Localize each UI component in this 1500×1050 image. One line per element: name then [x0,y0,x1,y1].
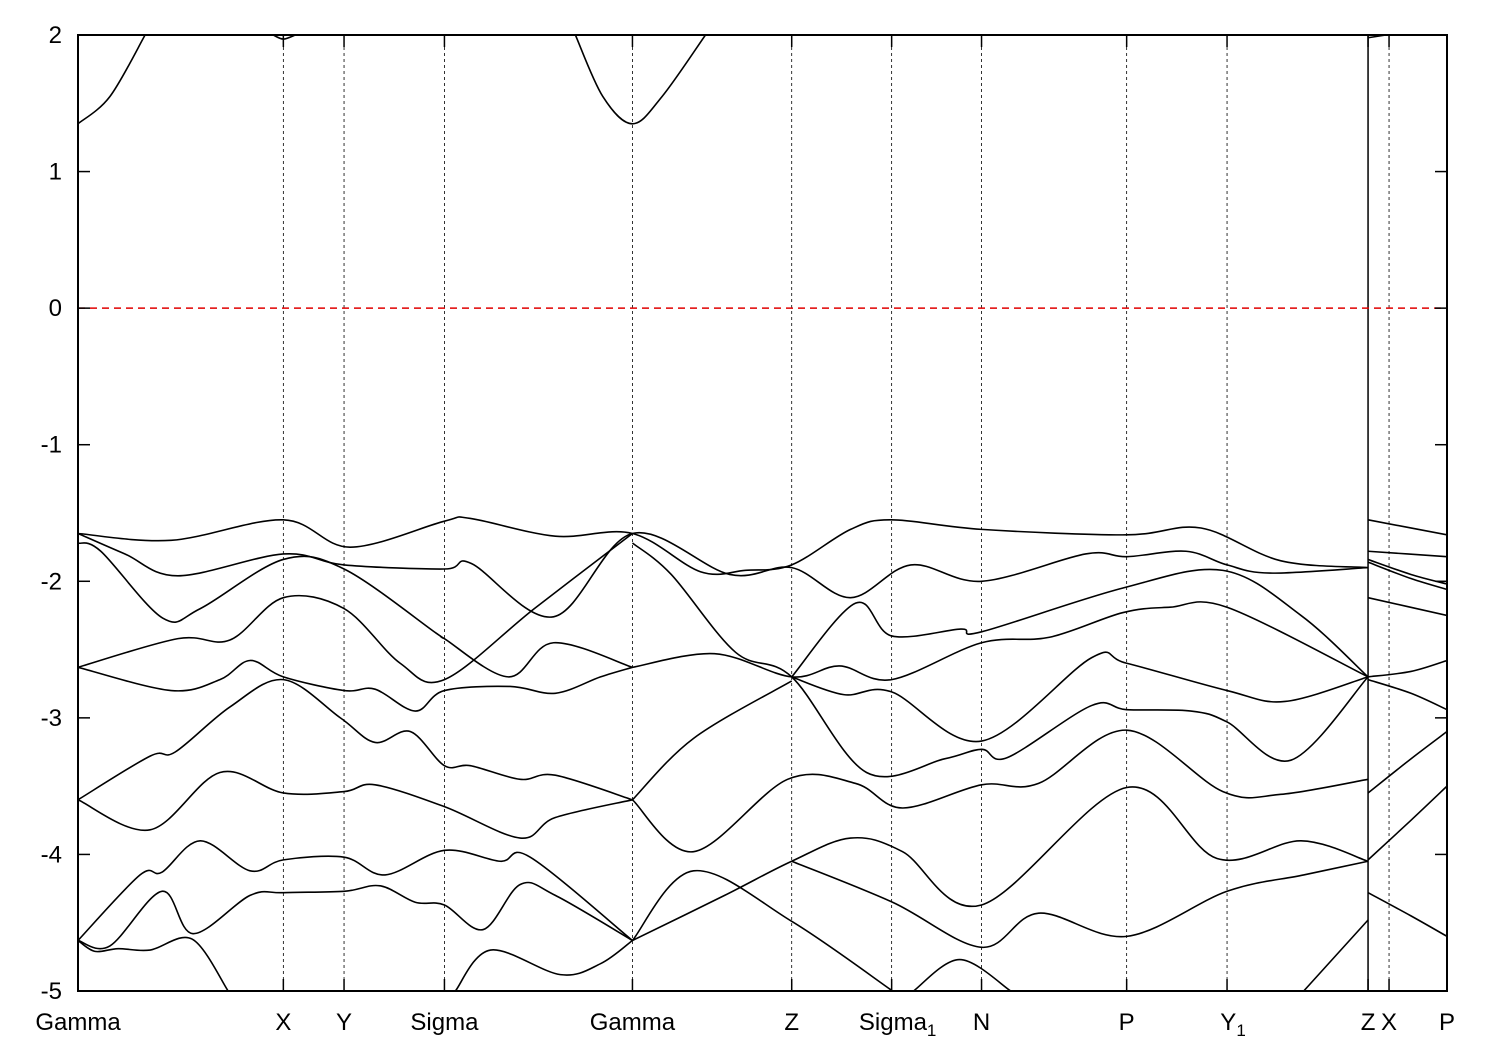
band-line [632,786,1369,942]
band-line [1367,891,1447,938]
kpoint-label: Y [1220,1009,1236,1036]
band-line [791,860,1369,949]
band-line [632,601,1369,681]
kpoint-label: X [275,1009,291,1036]
band-line [1367,678,1447,711]
x-axis: Gamma X Y Sigma Gamma Z Sigma1 N P Y1 Z X P [35,35,1455,1040]
band-line [574,35,707,125]
kpoint-subscript: 1 [1236,1021,1245,1040]
x-tick-label: Y1 [1220,1009,1245,1040]
band-line [631,680,793,801]
band-line [1367,550,1447,558]
band-line [78,516,1369,576]
band-line [791,651,1369,743]
kpoint-gridlines [282,35,1390,991]
band-line [1367,561,1447,591]
band-line [78,532,633,684]
x-tick-label: Gamma [35,1009,121,1036]
kpoint-label: Z [784,1009,799,1036]
y-tick-label: -2 [41,568,62,595]
kpoint-label: Gamma [35,1009,121,1036]
kpoint-label: Gamma [590,1009,676,1036]
band-line [1367,785,1447,861]
x-tick-label: P [1439,1009,1455,1036]
band-line [1367,596,1447,617]
band-line [631,542,1369,778]
kpoint-subscript: 1 [927,1021,936,1040]
y-axis: 2 1 0 -1 -2 -3 -4 -5 [41,22,1447,1005]
x-tick-label: X [275,1009,291,1036]
band-line [78,542,633,678]
kpoint-label: Sigma [859,1009,928,1036]
y-tick-label: 1 [49,159,62,186]
band-line [791,568,1369,678]
x-tick-label: X [1381,1009,1397,1036]
x-tick-label: Z [1361,1009,1376,1036]
kpoint-label: P [1119,1009,1135,1036]
band-line [78,659,633,712]
x-tick-label: Sigma1 [859,1009,937,1040]
kpoint-label: P [1439,1009,1455,1036]
x-tick-label: P [1119,1009,1135,1036]
band-line [78,770,633,839]
band-line [1367,730,1447,794]
kpoint-label: Z [1361,1009,1376,1036]
kpoint-label: Sigma [410,1009,479,1036]
band-line [78,35,146,125]
band-line [1367,558,1447,585]
y-tick-label: -1 [41,432,62,459]
x-tick-label: N [973,1009,990,1036]
band-line [454,939,633,991]
band-line [1303,919,1369,991]
plot-frame [77,34,1448,992]
band-line [631,870,894,991]
kpoint-label: Y [336,1009,352,1036]
band-line [78,531,1369,618]
bands [78,35,1447,991]
band-line [1367,519,1447,536]
band-line [1367,659,1447,678]
band-line [913,958,1012,991]
y-tick-label: 2 [49,22,62,49]
kpoint-label: X [1381,1009,1397,1036]
y-tick-label: -4 [41,841,62,868]
band-line [78,839,633,942]
kpoint-label: N [973,1009,990,1036]
band-line [631,729,1369,853]
band-line [78,881,633,950]
y-tick-label: -5 [41,978,62,1005]
y-tick-label: 0 [49,295,62,322]
x-tick-label: Sigma [410,1009,479,1036]
x-tick-label: Gamma [590,1009,676,1036]
x-tick-label: Y [336,1009,352,1036]
band-line [78,936,229,991]
band-line [78,678,633,801]
x-tick-label: Z [784,1009,799,1036]
y-tick-label: -3 [41,705,62,732]
